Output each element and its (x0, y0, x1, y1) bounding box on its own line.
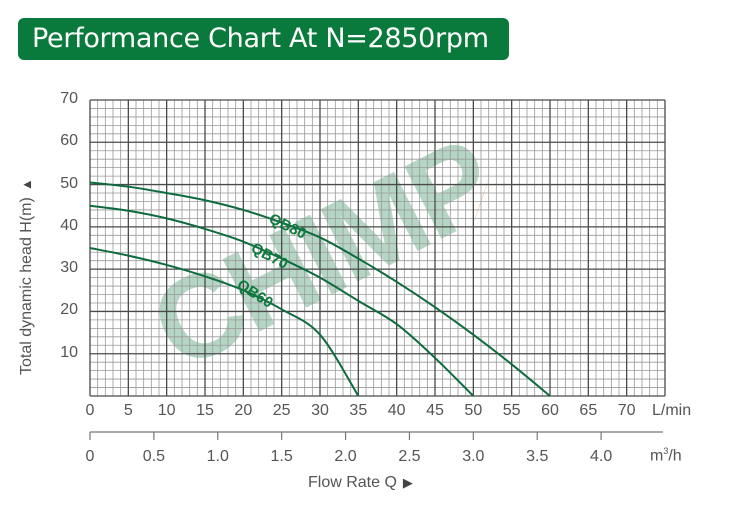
x2-tick-label: 0 (85, 448, 95, 465)
x-tick-label: 25 (272, 402, 291, 419)
arrow-right-icon: ▶ (402, 475, 413, 490)
y-tick-label: 70 (60, 90, 78, 107)
x-tick-label: 70 (617, 402, 636, 419)
x2-tick-label: 2.5 (398, 448, 421, 465)
secondary-x-axis (89, 431, 663, 440)
y-tick-label: 30 (60, 259, 78, 277)
x-tick-label: 35 (349, 402, 368, 419)
watermark-logo: CHIMP (132, 114, 513, 395)
x2-tick-label: 3.5 (526, 448, 549, 465)
x2-tick-label: 3.0 (462, 448, 485, 465)
x-tick-label: 40 (387, 402, 406, 419)
curve-qb80 (89, 181, 551, 397)
x2-tick-label: 1.5 (270, 448, 293, 465)
x-tick-label: 60 (541, 402, 559, 419)
x2-tick-label: 1.0 (206, 448, 229, 465)
x-unit-m3h: m3/h (650, 446, 682, 465)
chart-title-banner: Performance Chart At N=2850rpm (18, 18, 509, 60)
x2-tick-label: 0.5 (142, 448, 165, 465)
x-axis-label-text: Flow Rate Q (308, 474, 397, 491)
y-tick-label: 10 (60, 343, 78, 361)
x-tick-label: 5 (123, 402, 133, 419)
curve-qb70 (89, 204, 475, 397)
x-tick-label: 20 (234, 402, 253, 419)
y-tick-label: 60 (60, 132, 78, 150)
x2-tick-label: 4.0 (589, 448, 613, 465)
x-tick-label: 50 (464, 402, 483, 419)
x-tick-label: 0 (85, 402, 95, 419)
x-tick-label: 65 (579, 402, 598, 419)
watermark-text: CHIMP (132, 114, 513, 395)
x-tick-label: 15 (196, 402, 214, 419)
x-tick-label: 10 (157, 402, 176, 419)
x2-tick-label: 2.0 (334, 448, 357, 465)
x-tick-label: 30 (311, 402, 329, 419)
x-tick-label: 45 (426, 402, 444, 419)
chart-title: Performance Chart At N=2850rpm (32, 23, 489, 54)
x-axis-label: Flow Rate Q ▶ (308, 474, 413, 492)
x-tick-label: 55 (502, 402, 521, 419)
performance-curves (89, 181, 551, 397)
y-tick-label: 50 (60, 174, 78, 192)
y-tick-label: 20 (60, 301, 78, 319)
curve-qb60 (89, 247, 360, 397)
grid-minor (90, 100, 665, 396)
y-tick-label: 40 (60, 216, 78, 234)
x-unit-lmin: L/min (652, 402, 692, 419)
